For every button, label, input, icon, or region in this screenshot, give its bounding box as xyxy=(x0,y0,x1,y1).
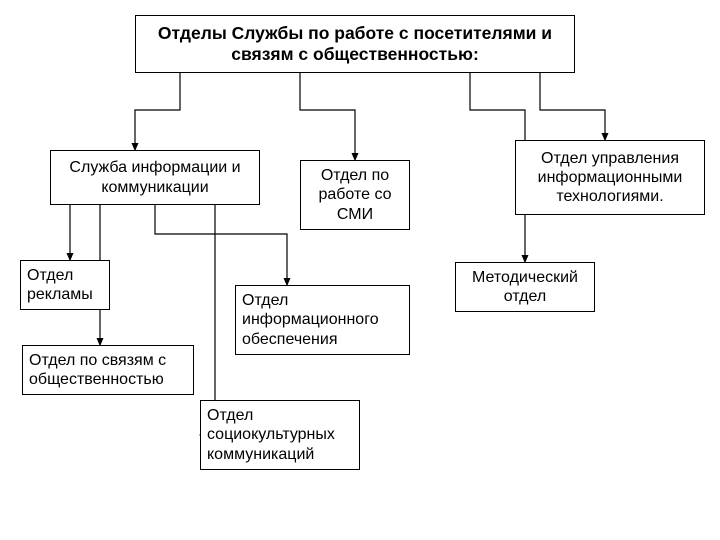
node-label: Отдел информационного обеспечения xyxy=(242,291,403,349)
node-info_support: Отдел информационного обеспечения xyxy=(235,285,410,355)
node-label: Отдел рекламы xyxy=(27,266,103,304)
node-method: Методический отдел xyxy=(455,262,595,312)
node-label: Методический отдел xyxy=(462,268,588,306)
edge-6 xyxy=(155,205,287,285)
node-smi: Отдел по работе со СМИ xyxy=(300,160,410,230)
node-label: Служба информации и коммуникации xyxy=(57,158,253,196)
node-title: Отделы Службы по работе с посетителями и… xyxy=(135,15,575,73)
node-it_mgmt: Отдел управления информационными техноло… xyxy=(515,140,705,215)
node-label: Отдел управления информационными техноло… xyxy=(522,149,698,207)
node-info_comm: Служба информации и коммуникации xyxy=(50,150,260,205)
node-pr: Отдел по связям с общественностью xyxy=(22,345,194,395)
node-label: Отделы Службы по работе с посетителями и… xyxy=(142,23,568,65)
edge-3 xyxy=(540,73,605,140)
edge-0 xyxy=(135,73,180,150)
node-label: Отдел социокультурных коммуникаций xyxy=(207,406,353,464)
edge-1 xyxy=(300,73,355,160)
node-label: Отдел по связям с общественностью xyxy=(29,351,187,389)
node-label: Отдел по работе со СМИ xyxy=(307,166,403,224)
node-sociocult: Отдел социокультурных коммуникаций xyxy=(200,400,360,470)
node-ads: Отдел рекламы xyxy=(20,260,110,310)
